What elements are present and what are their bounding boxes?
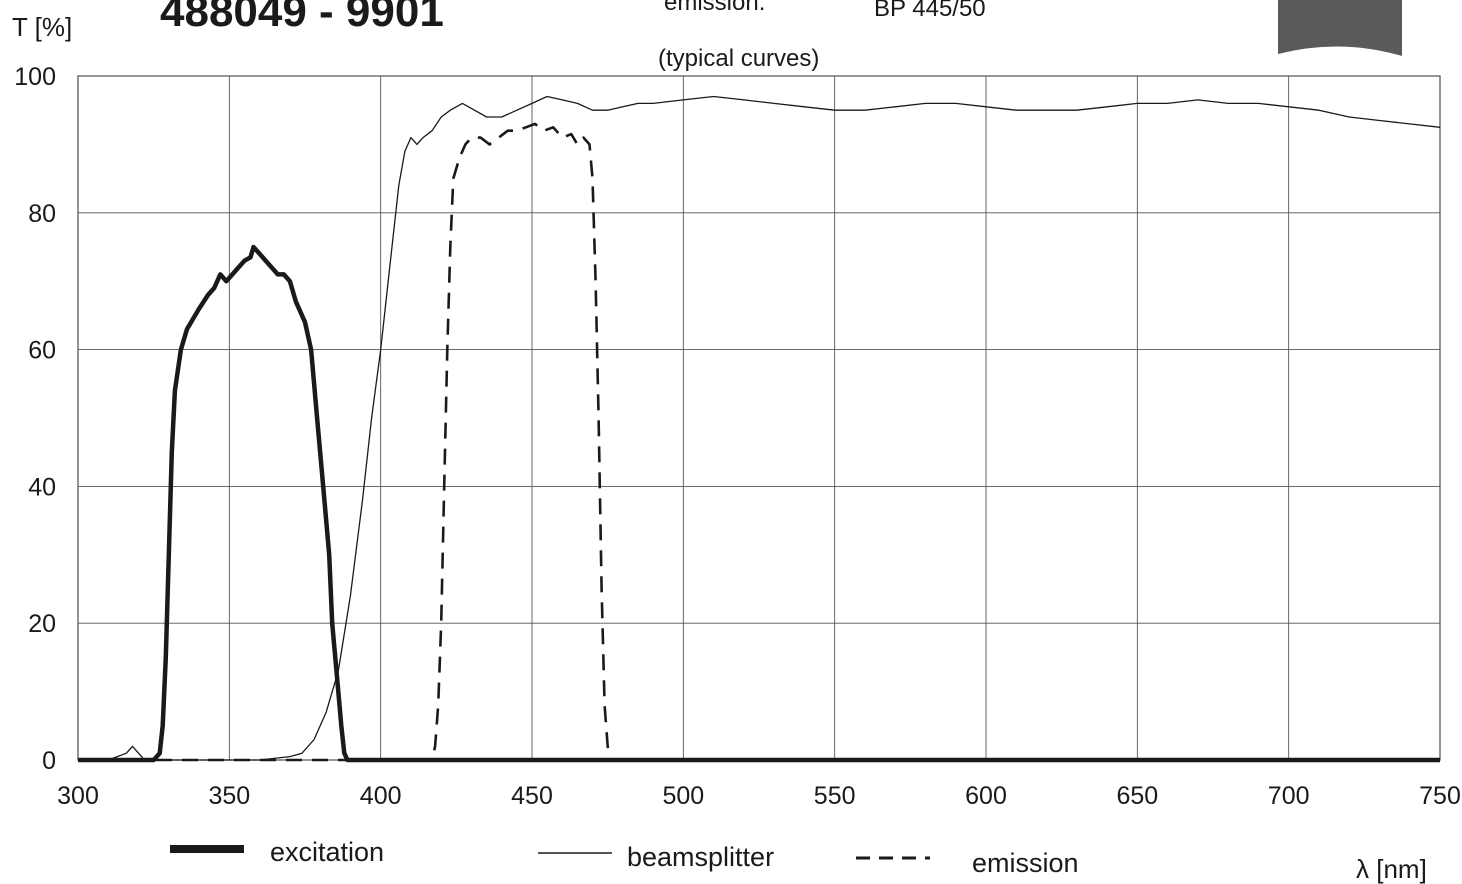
x-tick-label: 300 xyxy=(57,782,99,810)
x-tick-label: 350 xyxy=(208,782,250,810)
x-ticks: 300 350 400 450 500 550 600 650 700 750 xyxy=(57,782,1461,810)
x-tick-label: 450 xyxy=(511,782,553,810)
y-tick-label: 0 xyxy=(42,747,56,775)
y-tick-label: 60 xyxy=(28,337,56,365)
product-number: 488049 - 9901 xyxy=(160,0,444,36)
y-tick-label: 100 xyxy=(14,63,56,91)
emission-key: emission: xyxy=(664,0,765,16)
x-tick-label: 700 xyxy=(1268,782,1310,810)
series-lines xyxy=(78,95,1441,763)
y-tick-label: 40 xyxy=(28,473,56,501)
series-line-excitation xyxy=(78,244,1440,763)
legend-label-excitation: excitation xyxy=(270,837,384,867)
x-tick-label: 400 xyxy=(360,782,402,810)
x-tick-label: 500 xyxy=(662,782,704,810)
x-tick-label: 750 xyxy=(1419,782,1461,810)
series-line-emission xyxy=(78,122,1440,762)
series-line-beamsplitter xyxy=(78,95,1441,761)
y-tick-label: 20 xyxy=(28,610,56,638)
y-axis-label: T [%] xyxy=(12,12,72,42)
x-tick-label: 600 xyxy=(965,782,1007,810)
y-ticks: 0 20 40 60 80 100 xyxy=(14,63,56,775)
x-tick-label: 650 xyxy=(1116,782,1158,810)
curve-note: (typical curves) xyxy=(658,45,819,72)
legend: excitation beamsplitter emission xyxy=(170,837,1079,878)
x-tick-label: 550 xyxy=(814,782,856,810)
grid xyxy=(77,75,1441,761)
emission-value: BP 445/50 xyxy=(874,0,986,22)
y-tick-label: 80 xyxy=(28,200,56,228)
x-axis-label: λ [nm] xyxy=(1356,854,1427,884)
legend-label-beamsplitter: beamsplitter xyxy=(627,842,774,872)
plot-frame xyxy=(77,75,1441,761)
filter-swatch-image xyxy=(1278,0,1402,56)
legend-label-emission: emission xyxy=(972,848,1079,878)
